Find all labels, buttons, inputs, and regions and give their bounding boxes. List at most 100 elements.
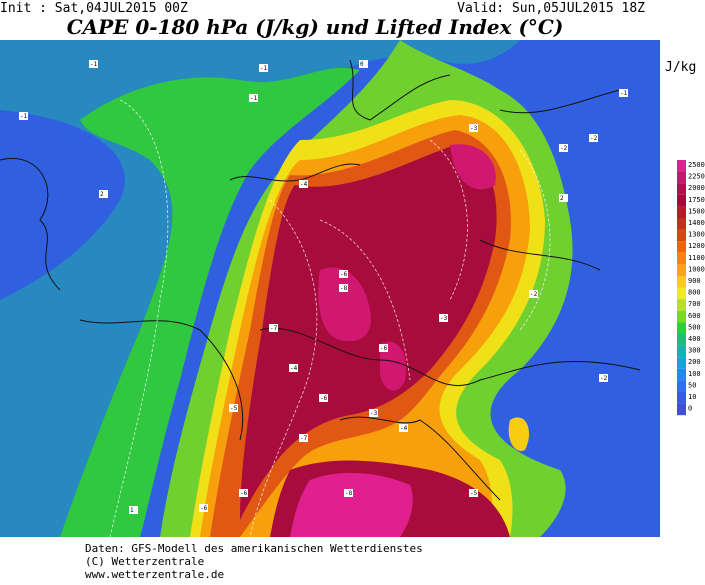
- colorbar-swatch: [677, 345, 686, 358]
- colorbar: 2500225020001750150014001300120011001000…: [677, 160, 705, 416]
- lifted-index-label: -1: [260, 65, 268, 72]
- colorbar-label: 50: [688, 381, 696, 389]
- lifted-index-label: -3: [370, 410, 378, 417]
- colorbar-label: 2000: [688, 184, 705, 192]
- colorbar-label: 1400: [688, 219, 705, 227]
- li-box: [439, 314, 448, 322]
- li-box: [299, 434, 308, 442]
- colorbar-swatch: [677, 310, 686, 323]
- lifted-index-label: -7: [300, 435, 308, 442]
- li-box: [89, 60, 98, 68]
- colorbar-label: 600: [688, 312, 701, 320]
- map: -1 -1 0 -1 2 -1 -2 -2 -3 -4 -6 -6 -7 -8 -5 -6 -4 -7 -6 -3 -2…: [0, 40, 660, 537]
- colorbar-swatch: [677, 322, 686, 334]
- lifted-index-label: 1: [130, 507, 134, 514]
- li-box: [469, 124, 478, 132]
- colorbar-label: 900: [688, 277, 701, 285]
- colorbar-label: 10: [688, 393, 696, 401]
- lifted-index-label: -3: [440, 315, 448, 322]
- lifted-index-label: -6: [200, 505, 208, 512]
- li-box: [344, 489, 353, 497]
- li-box: [249, 94, 258, 102]
- colorbar-swatch: [677, 160, 686, 172]
- li-box: [199, 504, 208, 512]
- li-box: [239, 489, 248, 497]
- colorbar-label: 300: [688, 347, 701, 355]
- colorbar-swatch: [677, 276, 686, 288]
- colorbar-label: 0: [688, 405, 692, 413]
- li-box: [99, 190, 108, 198]
- colorbar-swatch: [677, 218, 686, 230]
- colorbar-label: 2250: [688, 173, 705, 181]
- li-box: [399, 424, 408, 432]
- lifted-index-label: -1: [20, 113, 28, 120]
- lifted-index-label: -1: [620, 90, 628, 97]
- colorbar-label: 100: [688, 370, 701, 378]
- li-box: [619, 89, 628, 97]
- lifted-index-label: -1: [90, 61, 98, 68]
- li-box: [359, 60, 368, 68]
- li-box: [379, 344, 388, 352]
- lifted-index-label: -6: [340, 271, 348, 278]
- li-box: [259, 64, 268, 72]
- lifted-index-label: 2: [100, 191, 104, 198]
- colorbar-label: 1750: [688, 196, 705, 204]
- colorbar-label: 400: [688, 335, 701, 343]
- colorbar-label: 1300: [688, 231, 705, 239]
- colorbar-swatch: [677, 183, 686, 195]
- li-box: [229, 404, 238, 412]
- li-box: [339, 270, 348, 278]
- footer-line: www.wetterzentrale.de: [85, 568, 224, 581]
- lifted-index-label: -1: [250, 95, 258, 102]
- colorbar-swatch: [677, 287, 686, 300]
- lifted-index-label: -2: [560, 145, 568, 152]
- lifted-index-label: -2: [530, 291, 538, 298]
- lifted-index-label: 2: [560, 195, 564, 202]
- colorbar-swatch: [677, 171, 686, 184]
- li-box: [559, 144, 568, 152]
- colorbar-label: 800: [688, 289, 701, 297]
- lifted-index-label: -3: [470, 125, 478, 132]
- colorbar-label: 1000: [688, 265, 705, 273]
- lifted-index-label: -4: [300, 181, 308, 188]
- li-box: [369, 409, 378, 417]
- lifted-index-label: -7: [270, 325, 278, 332]
- colorbar-label: 1100: [688, 254, 705, 262]
- colorbar-swatch: [677, 264, 686, 276]
- colorbar-swatch: [677, 299, 686, 311]
- li-box: [469, 489, 478, 497]
- colorbar-label: 1200: [688, 242, 705, 250]
- init-time: Init : Sat,04JUL2015 00Z: [0, 1, 188, 16]
- colorbar-swatch: [677, 392, 686, 404]
- footer-line: (C) Wetterzentrale: [85, 555, 204, 568]
- lifted-index-label: -6: [320, 395, 328, 402]
- colorbar-swatch: [677, 380, 686, 392]
- lifted-index-label: -2: [590, 135, 598, 142]
- colorbar-label: 1500: [688, 207, 705, 215]
- lifted-index-label: -5: [230, 405, 238, 412]
- colorbar-swatch: [677, 206, 686, 218]
- title: CAPE 0-180 hPa (J/kg) und Lifted Index (…: [67, 15, 564, 39]
- li-box: [559, 194, 568, 202]
- li-box: [599, 374, 608, 382]
- colorbar-swatch: [677, 334, 686, 346]
- li-box: [339, 284, 348, 292]
- colorbar-swatch: [677, 252, 686, 265]
- lifted-index-label: -4: [290, 365, 298, 372]
- li-box: [529, 290, 538, 298]
- colorbar-swatch: [677, 357, 686, 369]
- lifted-index-label: -5: [470, 490, 478, 497]
- li-box: [289, 364, 298, 372]
- colorbar-label: 200: [688, 358, 701, 366]
- lifted-index-label: -2: [600, 375, 608, 382]
- lifted-index-label: -6: [240, 490, 248, 497]
- footer-line: Daten: GFS-Modell des amerikanischen Wet…: [85, 542, 423, 555]
- li-box: [129, 506, 138, 514]
- lifted-index-label: -8: [345, 490, 353, 497]
- colorbar-label: 2500: [688, 161, 705, 169]
- li-box: [299, 180, 308, 188]
- valid-time: Valid: Sun,05JUL2015 18Z: [457, 1, 645, 16]
- li-box: [269, 324, 278, 332]
- colorbar-label: 500: [688, 323, 701, 331]
